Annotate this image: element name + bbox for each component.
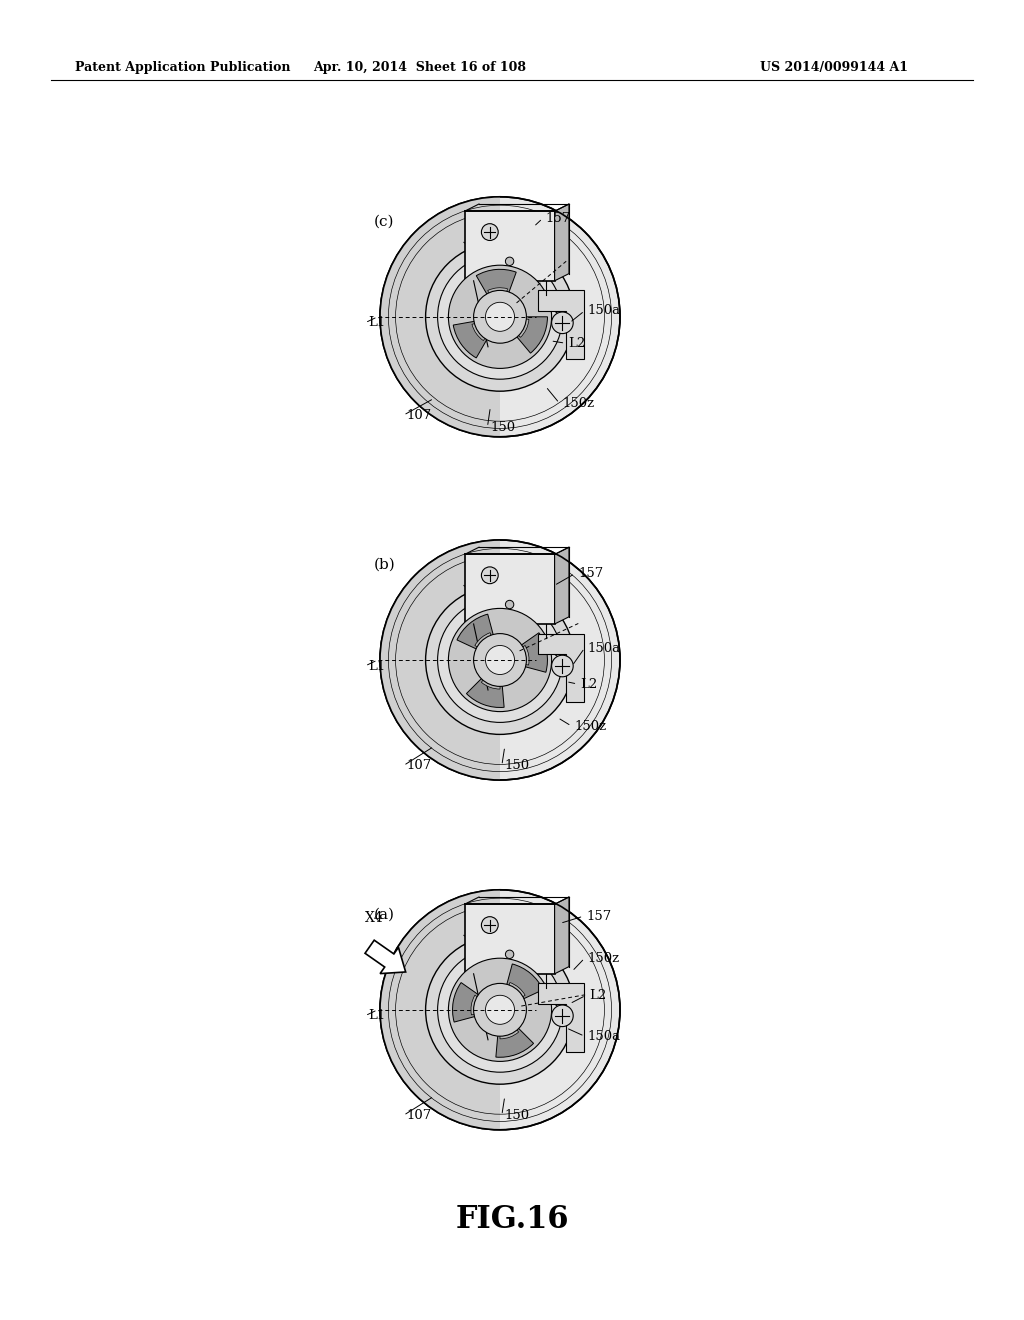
Text: 150z: 150z (562, 397, 595, 409)
Text: L1: L1 (368, 1010, 385, 1022)
Circle shape (485, 645, 514, 675)
Text: (a): (a) (374, 908, 395, 921)
Circle shape (380, 540, 620, 780)
Text: 150z: 150z (574, 719, 606, 733)
Circle shape (481, 566, 499, 583)
Circle shape (506, 950, 514, 958)
Text: Patent Application Publication: Patent Application Publication (75, 62, 291, 74)
Text: 150: 150 (505, 759, 530, 772)
Text: L1: L1 (368, 317, 385, 329)
Circle shape (380, 197, 620, 437)
Text: L2: L2 (568, 337, 586, 350)
Wedge shape (500, 982, 525, 1010)
Wedge shape (467, 660, 504, 708)
Wedge shape (500, 645, 529, 665)
Polygon shape (539, 983, 584, 1052)
Wedge shape (476, 269, 516, 317)
Wedge shape (471, 995, 500, 1015)
Text: US 2014/0099144 A1: US 2014/0099144 A1 (760, 62, 908, 74)
Text: L1: L1 (368, 660, 385, 672)
Wedge shape (496, 1010, 534, 1057)
Text: 150: 150 (490, 421, 515, 434)
Wedge shape (500, 317, 529, 338)
Circle shape (426, 586, 574, 734)
Wedge shape (380, 540, 500, 780)
Wedge shape (487, 288, 508, 317)
Circle shape (449, 609, 552, 711)
Text: X4: X4 (365, 911, 383, 925)
Wedge shape (500, 964, 543, 1010)
Circle shape (473, 983, 526, 1036)
Text: 107: 107 (407, 759, 432, 772)
Wedge shape (475, 632, 500, 660)
Circle shape (473, 634, 526, 686)
Wedge shape (472, 317, 500, 341)
Polygon shape (539, 634, 584, 702)
Wedge shape (457, 614, 500, 660)
Text: 157: 157 (587, 909, 611, 923)
Circle shape (481, 916, 499, 933)
Wedge shape (500, 632, 548, 672)
Text: 157: 157 (546, 213, 570, 224)
Circle shape (552, 312, 573, 334)
Text: (c): (c) (374, 215, 394, 228)
Polygon shape (555, 205, 569, 281)
Wedge shape (380, 890, 500, 1130)
Circle shape (485, 302, 514, 331)
Text: (b): (b) (374, 558, 395, 572)
Bar (465, 904, 555, 974)
Circle shape (437, 598, 562, 722)
Wedge shape (453, 982, 500, 1022)
Text: 150: 150 (505, 1109, 530, 1122)
Circle shape (552, 1005, 573, 1027)
Text: 157: 157 (578, 568, 603, 579)
Polygon shape (365, 940, 406, 974)
Circle shape (481, 223, 499, 240)
Polygon shape (539, 290, 584, 359)
Text: L2: L2 (581, 677, 598, 690)
Bar (465, 211, 555, 281)
Bar (465, 554, 555, 624)
Circle shape (426, 936, 574, 1084)
Circle shape (437, 255, 562, 379)
Text: Apr. 10, 2014  Sheet 16 of 108: Apr. 10, 2014 Sheet 16 of 108 (313, 62, 526, 74)
Circle shape (506, 601, 514, 609)
Text: 150a: 150a (588, 1030, 621, 1043)
Polygon shape (555, 898, 569, 974)
Circle shape (506, 257, 514, 265)
Circle shape (449, 265, 552, 368)
Circle shape (485, 995, 514, 1024)
Circle shape (449, 958, 552, 1061)
Wedge shape (500, 317, 548, 354)
Text: L2: L2 (589, 989, 606, 1002)
Circle shape (473, 290, 526, 343)
Circle shape (380, 890, 620, 1130)
Text: 150a: 150a (588, 642, 621, 655)
Text: 150z: 150z (588, 952, 620, 965)
Wedge shape (481, 660, 500, 689)
Text: 107: 107 (407, 1109, 432, 1122)
Text: FIG.16: FIG.16 (456, 1204, 568, 1236)
Circle shape (426, 243, 574, 391)
Circle shape (552, 655, 573, 677)
Text: 150a: 150a (588, 305, 621, 317)
Wedge shape (454, 317, 500, 358)
Text: 107: 107 (407, 409, 432, 421)
Wedge shape (500, 1010, 519, 1039)
Circle shape (437, 948, 562, 1072)
Polygon shape (555, 548, 569, 624)
Wedge shape (380, 197, 500, 437)
